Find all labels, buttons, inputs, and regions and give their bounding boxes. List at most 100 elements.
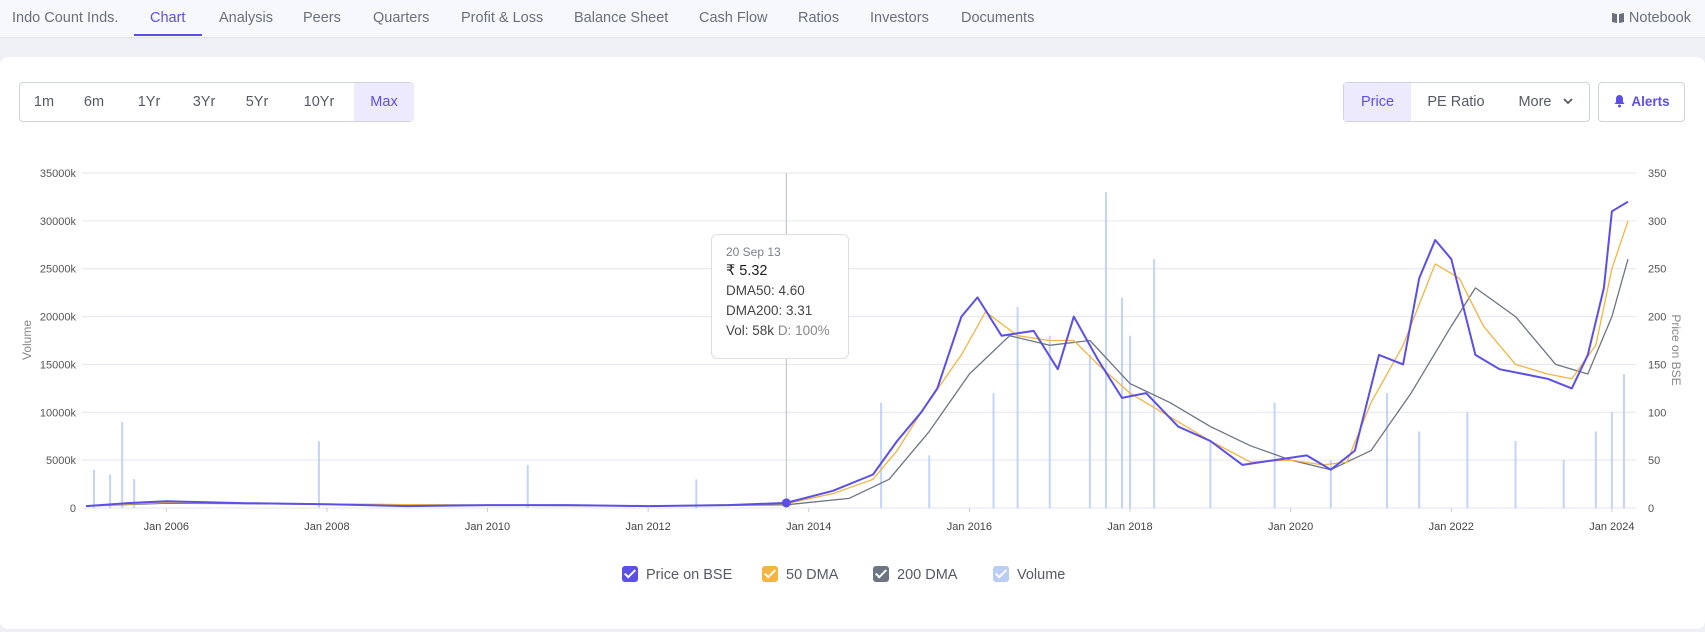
nav-tab-ratios[interactable]: Ratios <box>798 10 840 26</box>
legend-label: 50 DMA <box>786 567 839 583</box>
volume-bar <box>1329 460 1332 508</box>
right-axis-tick-label: 300 <box>1648 216 1666 228</box>
right-axis-tick-label: 150 <box>1648 359 1666 371</box>
notebook-label: Notebook <box>1628 10 1691 26</box>
volume-bar <box>93 469 96 508</box>
legend-checkbox-icon[interactable] <box>993 566 1009 582</box>
tooltip-dma200: DMA200: 3.31 <box>726 303 813 318</box>
volume-bar <box>1610 412 1613 508</box>
pe-ratio-button[interactable]: PE Ratio <box>1427 94 1485 110</box>
top-nav: Indo Count Inds. Chart Analysis Peers Quarte… <box>0 0 1705 38</box>
volume-bar <box>133 479 136 508</box>
right-axis-tick-label: 0 <box>1648 503 1654 515</box>
chevron-down-icon <box>1562 98 1573 105</box>
range-button-5yr[interactable]: 5Yr <box>245 94 269 110</box>
x-axis-tick-label: Jan 2024 <box>1589 521 1634 533</box>
volume-bar <box>1594 431 1597 508</box>
volume-bar <box>880 402 883 508</box>
alerts-button[interactable]: Alerts <box>1598 82 1685 122</box>
right-axis-tick-label: 100 <box>1648 407 1666 419</box>
volume-bar <box>1153 259 1156 508</box>
range-button-1yr[interactable]: 1Yr <box>137 94 161 110</box>
x-axis-tick-label: Jan 2006 <box>144 521 189 533</box>
tooltip-dma50: DMA50: 4.60 <box>726 283 805 298</box>
volume-bar <box>1016 307 1019 508</box>
price-line <box>85 200 1629 508</box>
nav-tab-balance-sheet[interactable]: Balance Sheet <box>574 10 669 26</box>
x-axis-tick-label: Jan 2018 <box>1107 521 1152 533</box>
volume-bar <box>928 455 931 508</box>
range-button-3yr[interactable]: 3Yr <box>192 94 216 110</box>
tooltip-volume: Vol: 58k <box>726 323 775 338</box>
x-axis-tick-label: Jan 2008 <box>304 521 349 533</box>
legend-checkbox-icon[interactable] <box>873 566 889 582</box>
legend-checkbox-icon[interactable] <box>622 566 638 582</box>
hover-point-marker <box>781 498 791 508</box>
bell-icon <box>1614 95 1625 108</box>
right-axis-tick-label: 200 <box>1648 312 1666 324</box>
left-axis-tick-label: 30000k <box>40 216 77 228</box>
nav-tab-analysis[interactable]: Analysis <box>219 10 273 26</box>
volume-bar <box>1129 335 1132 508</box>
nav-tab-quarters[interactable]: Quarters <box>373 10 430 26</box>
volume-bar <box>992 393 995 508</box>
right-axis-title: Price on BSE <box>1669 314 1683 385</box>
legend-item-volume[interactable]: Volume <box>993 565 1065 585</box>
more-label: More <box>1518 94 1552 110</box>
x-axis-tick-label: Jan 2010 <box>465 521 510 533</box>
x-axis-tick-label: Jan 2014 <box>786 521 831 533</box>
volume-bar <box>1088 354 1091 508</box>
notebook-link[interactable]: Notebook <box>1611 0 1691 37</box>
range-button-6m[interactable]: 6m <box>83 94 105 110</box>
volume-bar <box>121 421 124 508</box>
x-axis-tick-label: Jan 2020 <box>1268 521 1313 533</box>
price-button[interactable]: Price <box>1344 83 1411 121</box>
volume-bar <box>1386 393 1389 508</box>
left-axis-tick-label: 20000k <box>40 312 77 324</box>
nav-tab-documents[interactable]: Documents <box>961 10 1035 26</box>
x-axis-tick-label: Jan 2022 <box>1429 521 1474 533</box>
active-tab-underline <box>134 34 202 36</box>
legend-item-price-on-bse[interactable]: Price on BSE <box>622 565 732 585</box>
left-axis-tick-label: 10000k <box>40 407 77 419</box>
dma50-line <box>85 220 1629 507</box>
volume-bar <box>1622 374 1625 508</box>
volume-bar <box>109 474 112 508</box>
legend-item-50-dma[interactable]: 50 DMA <box>762 565 838 585</box>
range-button-1m[interactable]: 1m <box>33 94 55 110</box>
chart-card <box>0 57 1705 629</box>
chart-tooltip: 20 Sep 13 ₹ 5.32 DMA50: 4.60 DMA200: 3.3… <box>711 234 849 359</box>
volume-bar <box>526 464 529 508</box>
nav-tab-indo-count-inds[interactable]: Indo Count Inds. <box>12 10 119 26</box>
volume-bar <box>317 441 320 508</box>
nav-tab-investors[interactable]: Investors <box>870 10 929 26</box>
nav-tab-cash-flow[interactable]: Cash Flow <box>699 10 768 26</box>
range-button-10yr[interactable]: 10Yr <box>303 94 335 110</box>
left-axis-title: Volume <box>20 320 34 360</box>
nav-tab-chart[interactable]: Chart <box>150 10 186 26</box>
nav-tab-peers[interactable]: Peers <box>303 10 341 26</box>
right-axis-tick-label: 50 <box>1648 455 1660 467</box>
legend-item-200-dma[interactable]: 200 DMA <box>873 565 957 585</box>
range-button-max[interactable]: Max <box>354 83 414 121</box>
metric-selector: Price PE Ratio More <box>1343 82 1590 122</box>
volume-bar <box>1104 192 1107 508</box>
volume-bar <box>1273 402 1276 508</box>
left-axis-tick-label: 35000k <box>40 168 77 180</box>
left-axis-tick-label: 0 <box>70 503 76 515</box>
x-axis-tick-label: Jan 2012 <box>626 521 671 533</box>
more-button[interactable]: More <box>1501 83 1591 121</box>
book-icon <box>1611 13 1624 23</box>
left-axis-tick-label: 25000k <box>40 264 77 276</box>
volume-bar <box>1209 441 1212 508</box>
nav-tab-profit-loss[interactable]: Profit & Loss <box>461 10 544 26</box>
tooltip-volume-row: Vol: 58k D: 100% <box>726 323 834 338</box>
volume-bar <box>1466 412 1469 508</box>
left-axis-tick-label: 15000k <box>40 359 77 371</box>
legend-label: 200 DMA <box>897 567 958 583</box>
legend-checkbox-icon[interactable] <box>762 566 778 582</box>
right-axis-tick-label: 350 <box>1648 168 1666 180</box>
tooltip-delivery: D: 100% <box>777 323 830 338</box>
volume-bar <box>1121 297 1124 508</box>
